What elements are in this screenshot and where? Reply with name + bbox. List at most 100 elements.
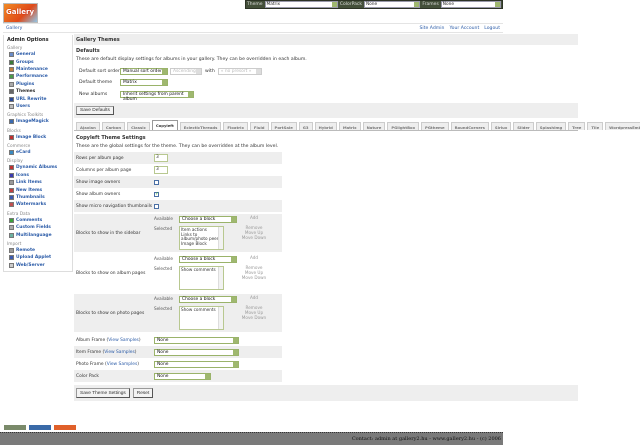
album-selected-label: Selected [154,266,173,271]
sidebar-item-watermarks[interactable]: Watermarks [7,201,69,208]
album-move-up-button[interactable]: Move Up [244,269,264,275]
tab-ajaxian[interactable]: Ajaxian [76,122,100,130]
photo-frame-select[interactable]: None [154,360,239,368]
sidebar-item-label: Upload Applet [16,255,52,261]
sidebar-remove-button[interactable]: Remove [245,225,263,230]
sidebar-item-comments[interactable]: Comments [7,217,69,224]
logout-link[interactable]: Logout [484,25,500,31]
tab-portsale[interactable]: PortSale [270,122,297,130]
tab-classic[interactable]: Classic [127,122,150,130]
album-frame-select[interactable]: None [154,336,239,344]
sidebar-item-image-block[interactable]: Image Block [7,134,69,141]
tab-fluid[interactable]: Fluid [249,122,269,130]
sidebar-item-icons[interactable]: Icons [7,172,69,179]
breadcrumb-gallery[interactable]: Gallery [6,25,23,31]
item-frame-select[interactable]: None [154,348,239,356]
sidebar-item-url-rewrite[interactable]: URL Rewrite [7,95,69,102]
show-micro-nav-checkbox[interactable] [154,203,159,209]
sidebar-move-down-button[interactable]: Move Down [241,234,267,240]
photo-move-up-button[interactable]: Move Up [244,309,264,315]
tab-pgtheme[interactable]: PGtheme [421,122,449,130]
sidebar-selected-list[interactable]: Item actions Links to album/photo peers Im… [179,226,224,250]
photo-selected-block[interactable]: Show comments [181,307,216,312]
tab-copyleft[interactable]: Copyleft [151,120,178,130]
album-frame-view-samples-link[interactable]: View Samples [108,337,139,343]
sidebar-move-up-button[interactable]: Move Up [244,229,264,235]
theme-select[interactable]: Matrix [264,1,338,8]
album-available-select[interactable]: Choose a block [179,256,237,263]
album-add-button[interactable]: Add [249,255,259,260]
new-albums-select[interactable]: Inherit settings from parent album [120,90,194,102]
tab-floatrix[interactable]: Floatrix [223,122,248,130]
reset-button[interactable]: Reset [132,388,154,398]
sidebar-item-new-items[interactable]: New Items [7,186,69,193]
sidebar-item-ecard[interactable]: eCard [7,149,69,156]
frames-select[interactable]: None [440,1,501,8]
sidebar-item-dynamic-albums[interactable]: Dynamic Albums [7,164,69,171]
sidebar-item-plugins[interactable]: Plugins [7,81,69,88]
sidebar-item-link-items[interactable]: Link Items [7,179,69,186]
gallery-version-badge[interactable] [29,425,51,430]
sidebar-item-web-server[interactable]: Web/Server [7,262,69,269]
sidebar-selected-block[interactable]: Links to album/photo peers [181,231,221,242]
tab-siriux[interactable]: Siriux [490,122,512,130]
sidebar-item-themes[interactable]: Themes [7,88,69,95]
photo-selected-label: Selected [154,306,173,311]
photo-available-select[interactable]: Choose a block [179,296,237,303]
show-image-owners-checkbox[interactable] [154,179,159,185]
tab-slider[interactable]: Slider [513,122,534,130]
photo-selected-list[interactable]: Show comments [179,306,224,330]
tab-splashimg[interactable]: SplashImg [535,122,567,130]
colorpack-select[interactable]: None [363,1,421,8]
xhtml-badge[interactable] [4,425,26,430]
tab-hybrid[interactable]: Hybrid [314,122,337,130]
sidebar-item-remote[interactable]: Remote [7,247,69,254]
album-selected-list[interactable]: Show comments [179,266,224,290]
tab-tile[interactable]: Tile [587,122,604,130]
gallery-logo[interactable]: Gallery [3,3,38,23]
save-theme-settings-button[interactable]: Save Theme Settings [76,388,130,398]
sidebar-item-general[interactable]: General [7,51,69,58]
photo-remove-button[interactable]: Remove [245,305,263,310]
photo-add-button[interactable]: Add [249,295,259,300]
sidebar-item-upload-applet[interactable]: Upload Applet [7,254,69,261]
sidebar-item-groups[interactable]: Groups [7,58,69,65]
tab-tree[interactable]: Tree [568,122,586,130]
album-remove-button[interactable]: Remove [245,265,263,270]
photo-move-down-button[interactable]: Move Down [241,314,267,320]
sidebar-item-thumbnails[interactable]: Thumbnails [7,194,69,201]
album-move-down-button[interactable]: Move Down [241,274,267,280]
tab-g3[interactable]: G3 [298,122,313,130]
made-with-gallery-badge[interactable] [54,425,76,430]
sidebar-item-custom-fields[interactable]: Custom Fields [7,224,69,231]
sidebar-item-multilanguage[interactable]: Multilanguage [7,231,69,238]
color-pack-select[interactable]: None [154,372,211,380]
new-items-icon [9,187,14,193]
sidebar-selected-block[interactable]: Image Block [181,240,207,246]
tab-eclecticthreads[interactable]: EclecticThreads [179,122,222,130]
columns-per-page-input[interactable]: 3 [154,166,168,174]
tab-wordpressembedded[interactable]: WordpressEmbedded [605,122,640,130]
sidebar-available-select[interactable]: Choose a block [179,216,237,223]
photo-frame-view-samples-link[interactable]: View Samples [106,361,138,367]
tab-carbon[interactable]: Carbon [101,122,126,130]
sidebar-selected-block[interactable]: Item actions [181,227,207,232]
save-defaults-button[interactable]: Save Defaults [76,106,114,115]
sidebar-add-button[interactable]: Add [249,215,259,220]
tab-pglightbox[interactable]: PGlightBox [387,122,420,130]
default-theme-select[interactable]: Matrix [120,78,168,86]
item-frame-view-samples-link[interactable]: View Samples [104,349,135,355]
tab-matrix[interactable]: Matrix [338,122,361,130]
rows-per-page-input[interactable]: 3 [154,154,168,162]
tab-roundcorners[interactable]: RoundCorners [450,122,489,130]
sidebar-item-maintenance[interactable]: Maintenance [7,66,69,73]
sidebar-item-imagemagick[interactable]: ImageMagick [7,118,69,125]
tab-nature[interactable]: Nature [362,122,386,130]
site-admin-link[interactable]: Site Admin [419,25,445,31]
album-selected-block[interactable]: Show comments [181,267,216,272]
show-album-owners-checkbox[interactable] [154,191,159,197]
sidebar-item-users[interactable]: Users [7,103,69,110]
sidebar-item-performance[interactable]: Performance [7,73,69,80]
your-account-link[interactable]: Your Account [449,25,480,31]
sort-order-select[interactable]: Manual sort order [120,67,168,75]
